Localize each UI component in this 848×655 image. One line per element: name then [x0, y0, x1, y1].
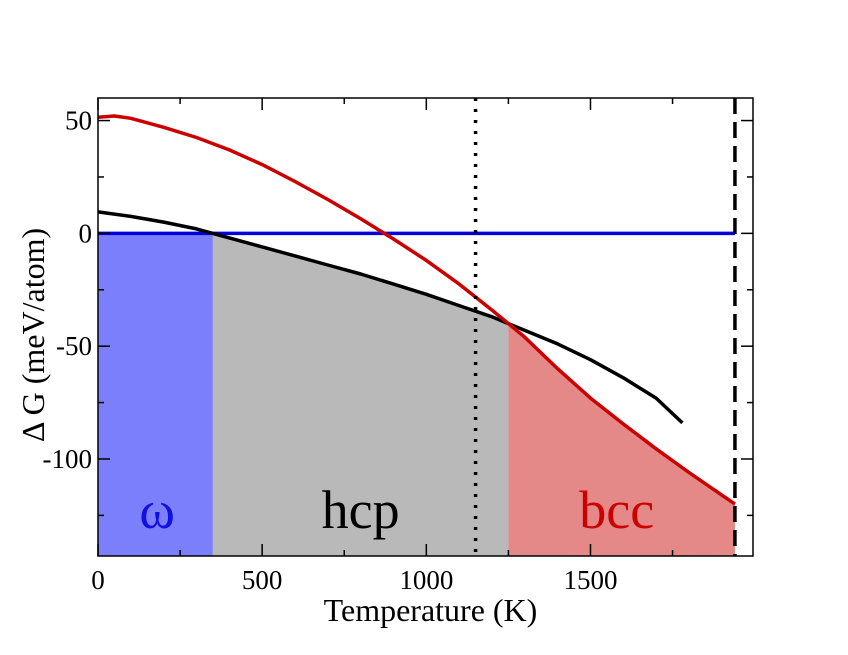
y-axis-title: Δ G (meV/atom) — [15, 228, 51, 442]
x-axis-title: Temperature (K) — [324, 592, 538, 628]
phase-regions — [98, 233, 735, 556]
region-fill-2 — [508, 323, 735, 556]
region-label-0: ω — [139, 480, 175, 540]
series-line-1 — [97, 210, 684, 425]
y-tick-label: 50 — [65, 106, 92, 136]
region-label-2: bcc — [579, 480, 654, 540]
data-lines — [97, 114, 736, 506]
x-tick-label: 1500 — [563, 565, 617, 595]
plot-frame — [97, 97, 754, 557]
x-tick-label: 500 — [242, 565, 283, 595]
series-line-2 — [97, 114, 736, 506]
y-tick-label: -100 — [43, 444, 93, 474]
region-labels: ω hcp bcc — [139, 480, 654, 540]
x-tick-label: 1000 — [399, 565, 453, 595]
region-label-1: hcp — [322, 480, 400, 540]
y-tick-label: 0 — [79, 218, 93, 248]
region-fill-1 — [212, 233, 509, 556]
region-fill-0 — [98, 233, 213, 556]
y-tick-label: -50 — [56, 331, 92, 361]
reference-lines — [473, 98, 737, 556]
x-tick-label: 0 — [91, 565, 105, 595]
